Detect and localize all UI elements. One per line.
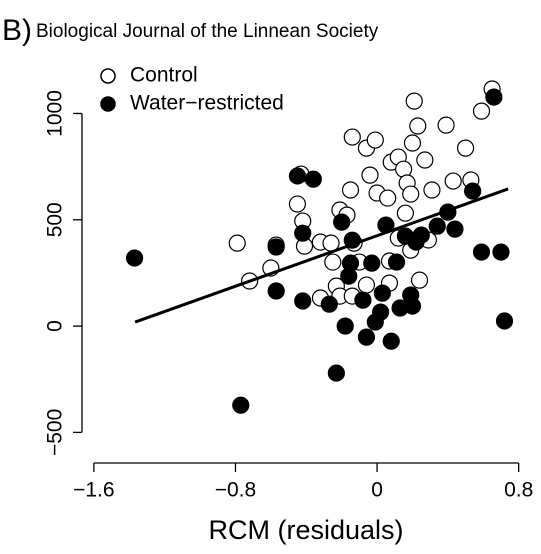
point xyxy=(363,254,381,272)
point xyxy=(410,271,429,289)
point xyxy=(423,181,441,199)
point xyxy=(472,243,491,261)
point xyxy=(416,151,434,169)
y-tick-label: 0 xyxy=(44,320,67,332)
point xyxy=(341,181,360,199)
point xyxy=(403,134,422,152)
panel-label: B) xyxy=(2,14,32,47)
point xyxy=(444,172,462,190)
x-tick-label: −0.8 xyxy=(215,479,256,502)
point xyxy=(343,128,361,146)
legend-marker xyxy=(100,68,116,84)
point xyxy=(492,243,510,261)
point xyxy=(446,220,464,238)
point xyxy=(294,292,312,310)
point xyxy=(403,297,422,315)
point xyxy=(495,312,514,330)
legend-marker xyxy=(100,96,116,112)
point xyxy=(409,117,427,135)
point xyxy=(485,88,503,106)
point xyxy=(456,139,475,157)
y-tick-label: 1000 xyxy=(44,90,67,137)
point xyxy=(357,276,376,294)
point xyxy=(304,170,322,188)
point xyxy=(472,102,491,120)
point xyxy=(361,166,379,184)
point xyxy=(267,282,285,300)
point xyxy=(372,303,390,321)
point xyxy=(320,295,338,313)
y-tick-label: 500 xyxy=(44,202,67,237)
point xyxy=(324,253,342,271)
point xyxy=(373,284,391,302)
legend-label: Control xyxy=(130,64,198,87)
point xyxy=(327,364,345,382)
trend-line xyxy=(134,187,509,324)
point xyxy=(288,195,307,213)
point xyxy=(366,131,384,149)
point xyxy=(341,254,360,272)
point xyxy=(336,317,354,335)
point xyxy=(125,249,144,267)
point xyxy=(402,185,420,203)
point xyxy=(412,226,430,244)
chart-title: Biological Journal of the Linnean Societ… xyxy=(36,21,379,42)
point xyxy=(387,253,406,271)
point xyxy=(357,328,376,346)
point xyxy=(382,332,400,350)
point xyxy=(294,224,312,242)
x-axis-label: RCM (residuals) xyxy=(208,515,403,545)
point xyxy=(464,182,482,200)
x-tick-label: 0 xyxy=(371,479,383,502)
point xyxy=(437,116,455,134)
x-tick-label: 0.8 xyxy=(504,479,533,502)
legend-label: Water−restricted xyxy=(130,92,284,115)
point xyxy=(396,204,414,222)
point xyxy=(428,217,446,235)
point xyxy=(405,92,423,110)
point xyxy=(354,291,372,309)
x-tick-label: −1.6 xyxy=(73,479,114,502)
point xyxy=(288,167,307,185)
y-tick-label: −500 xyxy=(44,409,67,456)
point xyxy=(333,213,351,231)
point xyxy=(228,234,246,252)
point xyxy=(267,238,285,256)
point xyxy=(232,396,250,414)
point xyxy=(379,189,397,207)
